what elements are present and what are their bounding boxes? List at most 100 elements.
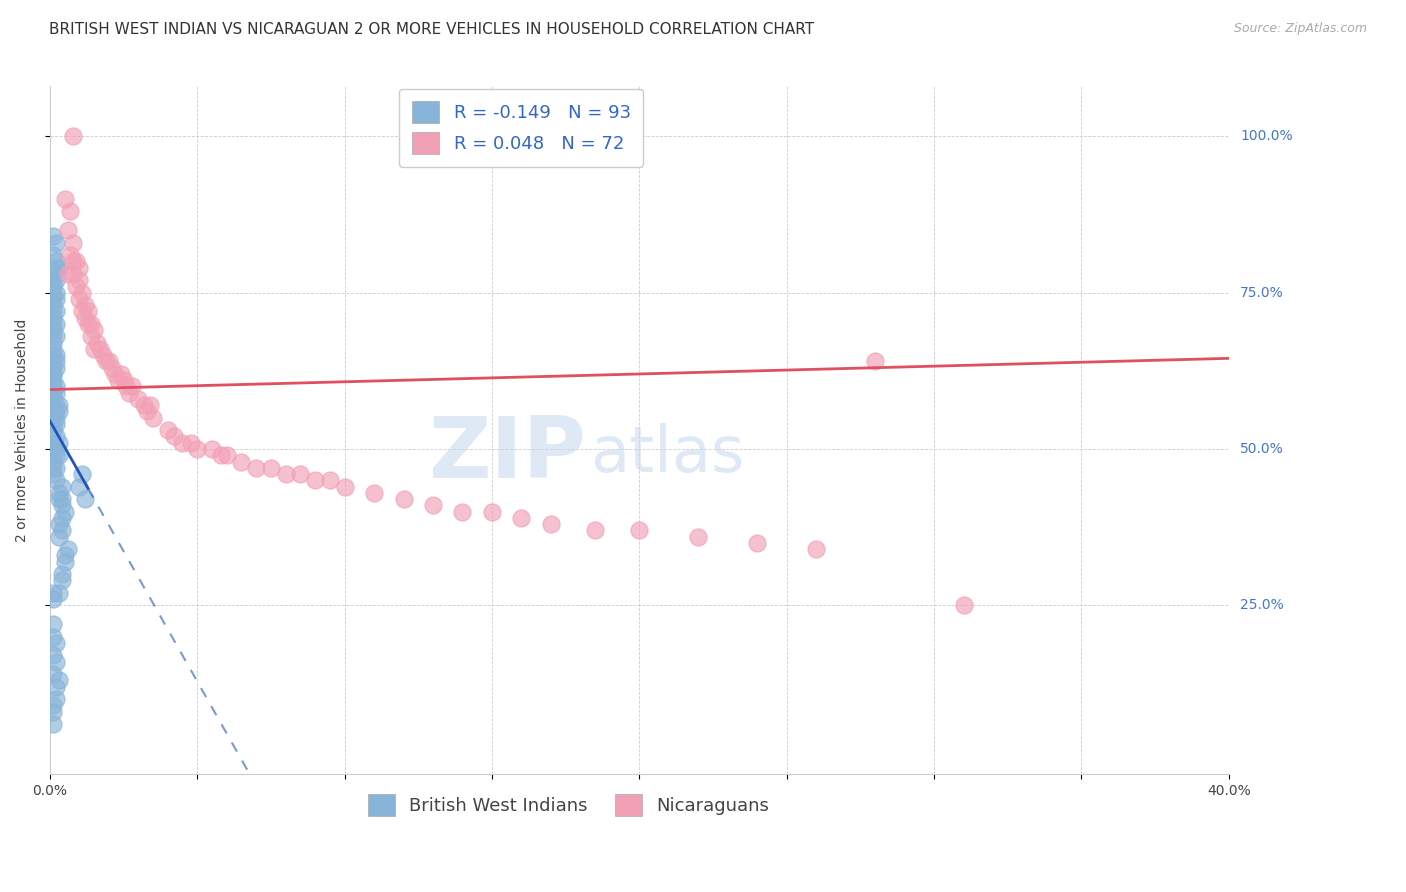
Point <box>48 448 70 462</box>
Point <box>392 491 415 506</box>
Point <box>45 460 67 475</box>
Point <box>91 348 114 362</box>
Point <box>42 460 65 475</box>
Point <box>363 485 385 500</box>
Point <box>97 354 120 368</box>
Y-axis label: 2 or more Vehicles in Household: 2 or more Vehicles in Household <box>15 318 30 542</box>
Point <box>65 254 87 268</box>
Point <box>747 536 769 550</box>
Point <box>42 348 65 362</box>
Point <box>42 698 65 713</box>
Point <box>45 273 67 287</box>
Point <box>42 373 65 387</box>
Point <box>290 467 312 481</box>
Text: 75.0%: 75.0% <box>1240 285 1284 300</box>
Point <box>42 592 65 607</box>
Point <box>42 630 65 644</box>
Point <box>628 523 651 537</box>
Point <box>53 555 76 569</box>
Point <box>952 599 974 613</box>
Point <box>72 304 94 318</box>
Point <box>110 367 132 381</box>
Point <box>42 310 65 325</box>
Point <box>42 435 65 450</box>
Point <box>45 385 67 400</box>
Point <box>42 292 65 306</box>
Text: 25.0%: 25.0% <box>1240 599 1284 612</box>
Point <box>67 273 90 287</box>
Point <box>42 617 65 632</box>
Point <box>53 192 76 206</box>
Point <box>51 510 73 524</box>
Point <box>45 348 67 362</box>
Point <box>422 498 444 512</box>
Point <box>45 329 67 343</box>
Point <box>89 342 111 356</box>
Point <box>42 317 65 331</box>
Point <box>260 460 283 475</box>
Point <box>215 448 238 462</box>
Point <box>42 454 65 468</box>
Point <box>45 285 67 300</box>
Point <box>51 479 73 493</box>
Point <box>67 479 90 493</box>
Point <box>42 648 65 663</box>
Text: ZIP: ZIP <box>429 413 586 496</box>
Point <box>45 254 67 268</box>
Point <box>42 442 65 456</box>
Point <box>107 373 129 387</box>
Point <box>48 435 70 450</box>
Point <box>42 267 65 281</box>
Point <box>62 235 84 250</box>
Point <box>42 417 65 431</box>
Point <box>45 692 67 706</box>
Point <box>45 292 67 306</box>
Point <box>51 574 73 588</box>
Point <box>94 354 117 368</box>
Point <box>45 398 67 412</box>
Point <box>45 417 67 431</box>
Point <box>45 448 67 462</box>
Point <box>186 442 208 456</box>
Point <box>53 549 76 563</box>
Point <box>62 267 84 281</box>
Point <box>42 360 65 375</box>
Point <box>42 329 65 343</box>
Point <box>72 467 94 481</box>
Point <box>51 491 73 506</box>
Point <box>319 473 342 487</box>
Point <box>45 360 67 375</box>
Point <box>451 504 474 518</box>
Point <box>48 404 70 418</box>
Point <box>142 410 165 425</box>
Point <box>688 529 710 543</box>
Point <box>45 304 67 318</box>
Point <box>42 467 65 481</box>
Text: 50.0%: 50.0% <box>1240 442 1284 456</box>
Point <box>863 354 886 368</box>
Point <box>45 410 67 425</box>
Point <box>481 504 503 518</box>
Point <box>180 435 202 450</box>
Point <box>83 323 105 337</box>
Point <box>172 435 194 450</box>
Point <box>139 398 162 412</box>
Point <box>42 410 65 425</box>
Point <box>48 529 70 543</box>
Point <box>118 385 141 400</box>
Point <box>112 373 135 387</box>
Point <box>42 385 65 400</box>
Text: Source: ZipAtlas.com: Source: ZipAtlas.com <box>1233 22 1367 36</box>
Point <box>59 248 82 262</box>
Point <box>51 567 73 582</box>
Point <box>231 454 253 468</box>
Point <box>62 254 84 268</box>
Point <box>48 491 70 506</box>
Point <box>45 379 67 393</box>
Point <box>48 516 70 531</box>
Point <box>162 429 184 443</box>
Point <box>45 636 67 650</box>
Point <box>304 473 326 487</box>
Point <box>80 317 103 331</box>
Point <box>42 667 65 681</box>
